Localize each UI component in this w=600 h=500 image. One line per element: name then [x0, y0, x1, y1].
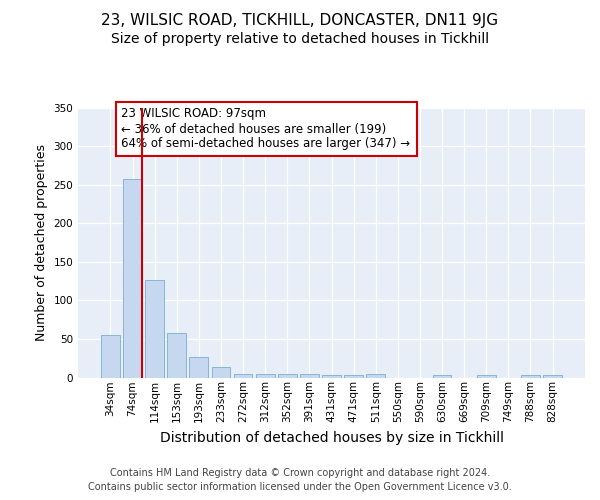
Text: Size of property relative to detached houses in Tickhill: Size of property relative to detached ho…: [111, 32, 489, 46]
Bar: [433, 375, 451, 378]
Bar: [101, 335, 120, 378]
Bar: [256, 374, 275, 378]
Text: 23, WILSIC ROAD, TICKHILL, DONCASTER, DN11 9JG: 23, WILSIC ROAD, TICKHILL, DONCASTER, DN…: [101, 12, 499, 28]
Bar: [278, 374, 296, 378]
Bar: [521, 375, 540, 378]
Bar: [543, 375, 562, 378]
Bar: [233, 374, 253, 378]
Bar: [477, 375, 496, 378]
Bar: [300, 374, 319, 378]
Bar: [322, 375, 341, 378]
Text: Contains HM Land Registry data © Crown copyright and database right 2024.
Contai: Contains HM Land Registry data © Crown c…: [88, 468, 512, 492]
Bar: [367, 374, 385, 378]
Bar: [145, 280, 164, 378]
Text: 23 WILSIC ROAD: 97sqm
← 36% of detached houses are smaller (199)
64% of semi-det: 23 WILSIC ROAD: 97sqm ← 36% of detached …: [121, 108, 410, 150]
Bar: [212, 368, 230, 378]
X-axis label: Distribution of detached houses by size in Tickhill: Distribution of detached houses by size …: [160, 430, 503, 444]
Y-axis label: Number of detached properties: Number of detached properties: [35, 144, 48, 341]
Bar: [344, 375, 363, 378]
Bar: [190, 358, 208, 378]
Bar: [167, 333, 186, 378]
Bar: [123, 179, 142, 378]
